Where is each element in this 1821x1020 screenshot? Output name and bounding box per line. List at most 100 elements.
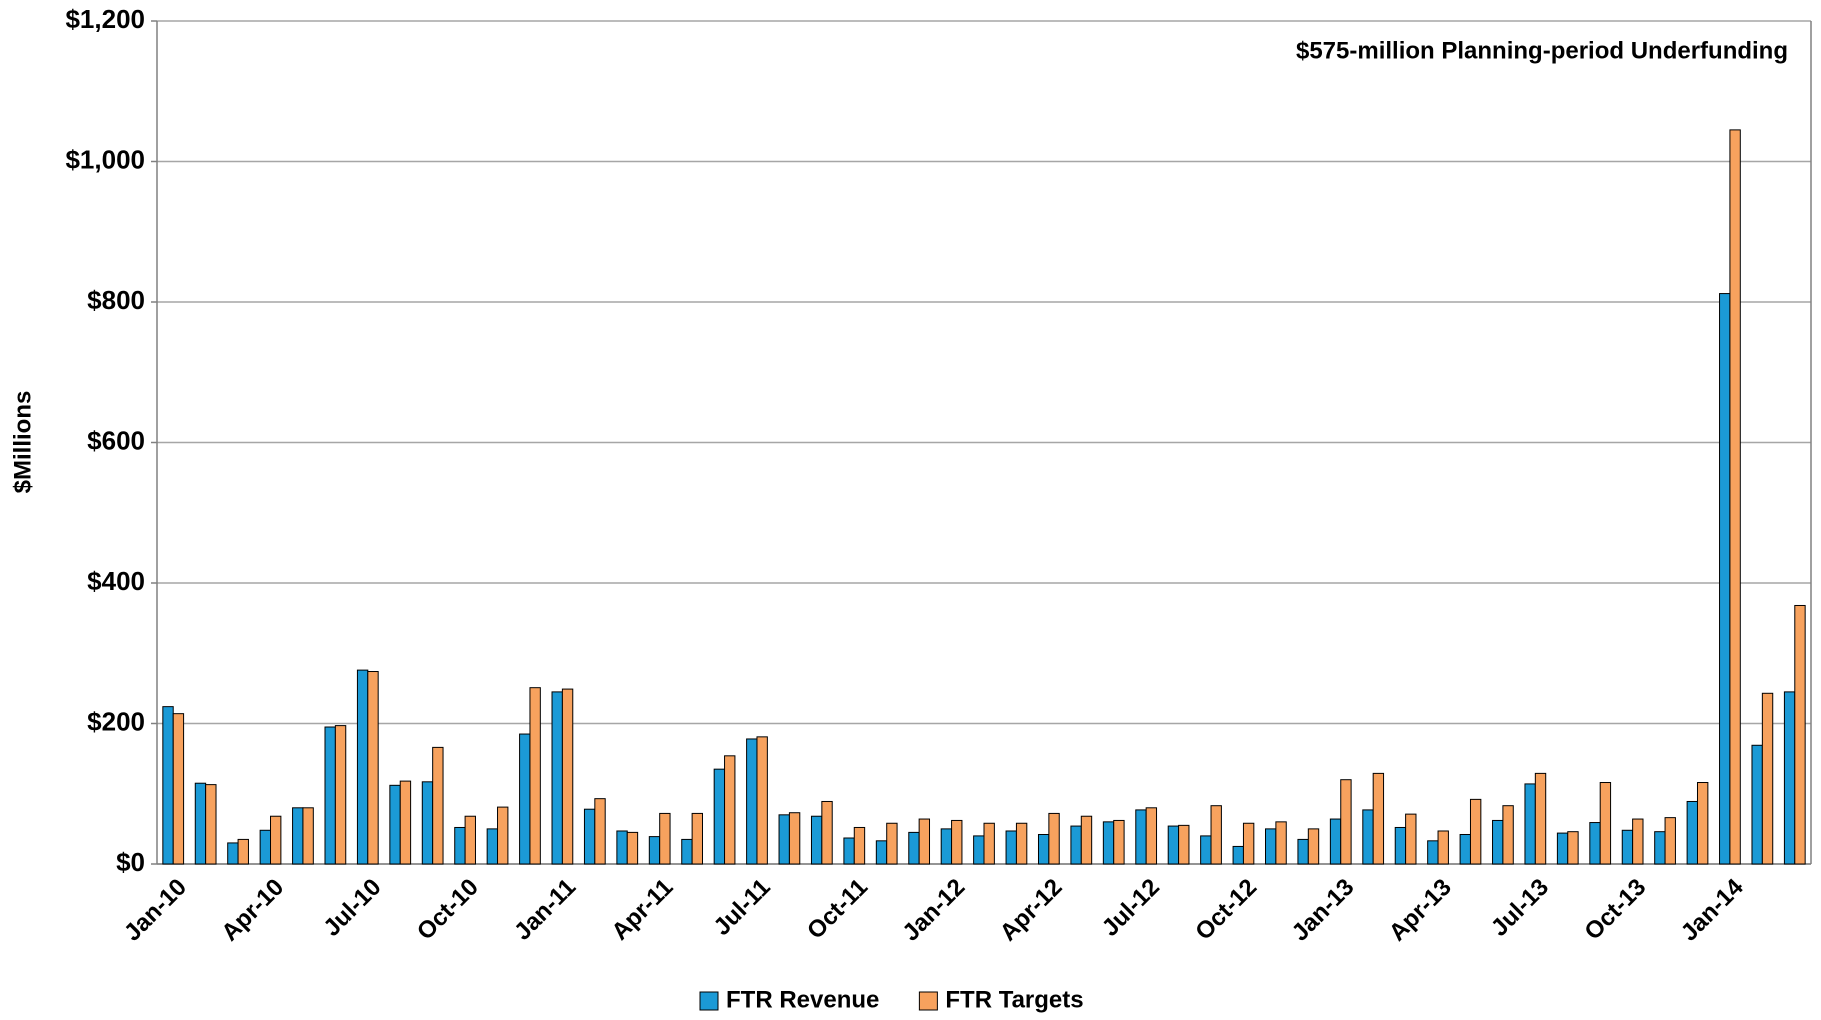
x-tick-label: Jan-12: [897, 874, 970, 947]
bar: [778, 814, 790, 865]
legend-swatch: [918, 991, 938, 1011]
bar: [237, 838, 249, 865]
bar: [270, 815, 282, 865]
bar: [432, 746, 444, 865]
bar: [1178, 824, 1190, 865]
bar: [648, 836, 661, 865]
bar: [1037, 833, 1050, 865]
bar: [583, 808, 596, 865]
x-tick-label: Oct-10: [412, 874, 484, 946]
bar: [1372, 772, 1385, 865]
bar: [1783, 691, 1796, 865]
bar: [626, 831, 639, 865]
bar: [821, 800, 833, 865]
bar: [324, 726, 336, 865]
bar: [918, 818, 931, 865]
bar: [1556, 832, 1569, 865]
bar: [1080, 815, 1093, 865]
y-tick-label: $0: [116, 847, 145, 877]
bar: [292, 807, 304, 865]
x-tick-label: Apr-11: [606, 874, 678, 946]
bar: [227, 842, 239, 865]
bar: [1794, 604, 1806, 865]
bar: [389, 784, 401, 865]
bar: [356, 669, 369, 865]
bar: [529, 687, 541, 865]
bar: [302, 807, 314, 865]
bar: [1469, 798, 1482, 865]
bar: [497, 806, 509, 865]
bar: [454, 826, 466, 865]
bar: [172, 713, 185, 865]
x-tick-label: Jul-12: [1097, 874, 1165, 942]
x-tick-label: Jan-13: [1287, 874, 1360, 947]
bar: [1632, 818, 1644, 865]
bar: [908, 831, 920, 865]
bar: [1135, 809, 1147, 865]
bar: [1492, 819, 1504, 865]
bar: [205, 784, 217, 865]
bar: [886, 822, 898, 865]
bar: [1329, 818, 1342, 865]
bar: [1113, 819, 1125, 865]
bar: [194, 782, 207, 865]
bar: [1340, 779, 1352, 865]
bar: [1145, 807, 1158, 865]
legend-swatch: [699, 991, 719, 1011]
y-tick-label: $600: [87, 425, 145, 455]
bar: [162, 706, 174, 865]
bar: [810, 815, 823, 865]
bar: [940, 828, 953, 865]
bar: [1265, 828, 1277, 865]
bar: [691, 812, 703, 865]
x-tick-label: Apr-13: [1384, 874, 1457, 947]
x-tick-label: Jan-11: [509, 874, 581, 946]
bar: [1589, 822, 1601, 865]
y-tick-label: $200: [87, 706, 145, 736]
bar: [843, 837, 855, 865]
bar: [1751, 744, 1763, 865]
bar: [334, 725, 347, 865]
bar: [1534, 772, 1547, 865]
y-tick-label: $1,200: [65, 4, 145, 34]
bar: [756, 736, 768, 865]
x-tick-label: Oct-13: [1579, 874, 1651, 946]
bar: [1719, 293, 1731, 865]
bar: [259, 829, 272, 865]
bar: [1459, 833, 1471, 865]
y-axis-title: $Millions: [9, 391, 36, 494]
bar: [464, 815, 476, 865]
bar: [1297, 838, 1309, 865]
y-tick-label: $800: [87, 285, 145, 315]
bar: [1307, 828, 1320, 865]
bar: [1427, 840, 1439, 865]
x-tick-label: Jan-14: [1676, 873, 1749, 946]
x-tick-label: Oct-12: [1190, 874, 1262, 946]
x-tick-label: Jul-13: [1486, 874, 1554, 942]
bar: [1621, 829, 1634, 865]
bar: [1567, 831, 1579, 865]
bar: [1362, 809, 1374, 865]
bar: [1502, 805, 1514, 865]
x-tick-label: Apr-12: [995, 874, 1068, 947]
bar: [1405, 813, 1417, 865]
bar: [875, 840, 888, 865]
bar: [1015, 822, 1028, 865]
bar: [1275, 821, 1287, 865]
bar: [421, 781, 434, 865]
bar: [1232, 845, 1244, 865]
bar: [1167, 825, 1180, 865]
bar: [1664, 817, 1676, 865]
x-tick-label: Jan-10: [119, 874, 192, 947]
x-tick-label: Jul-11: [709, 874, 776, 941]
bar: [681, 838, 693, 865]
bar: [1696, 782, 1709, 865]
bar: [486, 828, 499, 865]
bar: [561, 688, 574, 865]
y-tick-label: $400: [87, 566, 145, 596]
bar: [983, 822, 995, 865]
bar: [724, 755, 736, 865]
x-tick-label: Jul-10: [318, 874, 386, 942]
bar: [1070, 825, 1082, 865]
bar: [746, 738, 758, 865]
